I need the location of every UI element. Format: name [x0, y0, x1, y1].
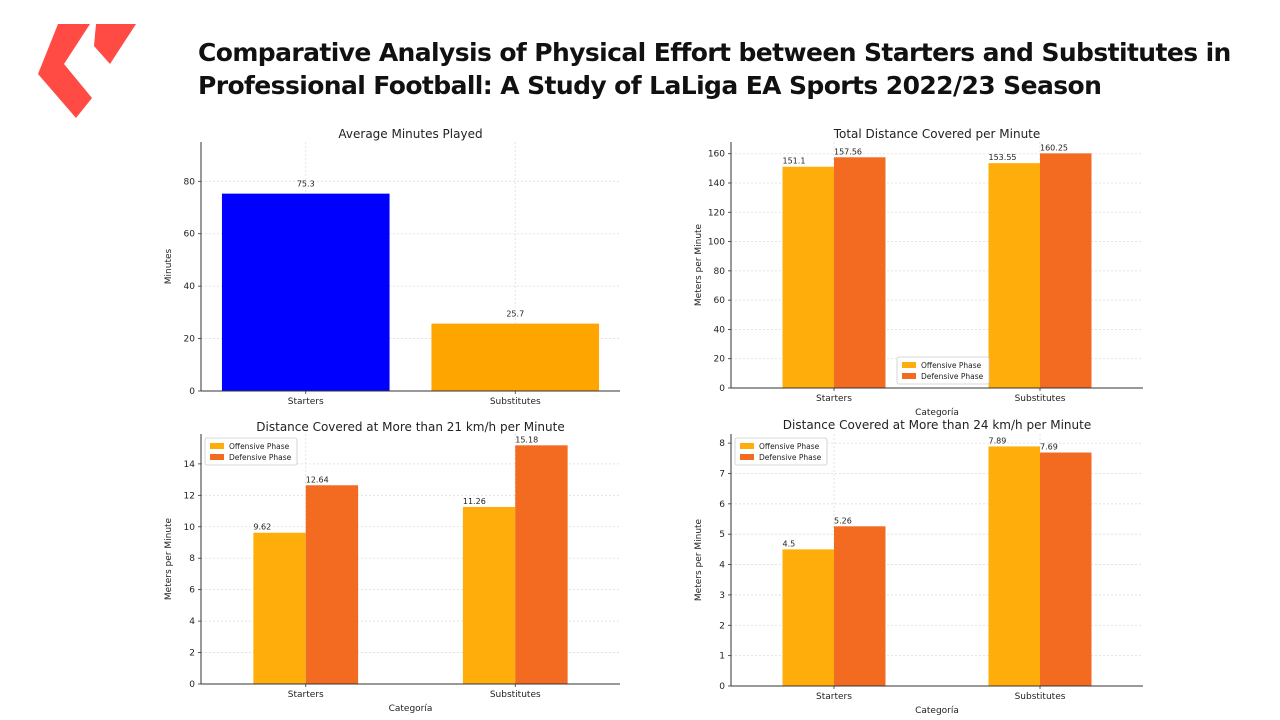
y-tick-label: 60 [184, 230, 196, 240]
data-label: 7.69 [1040, 443, 1058, 452]
data-label: 160.25 [1040, 143, 1068, 152]
legend-label: Offensive Phase [759, 442, 820, 451]
x-tick-label: Starters [288, 397, 324, 407]
chart-title: Total Distance Covered per Minute [833, 127, 1041, 141]
y-tick-label: 80 [714, 267, 726, 277]
legend-box [204, 437, 298, 466]
bar [988, 163, 1040, 388]
bar [253, 532, 306, 684]
y-axis-label: Meters per Minute [164, 517, 174, 600]
y-tick-label: 2 [719, 621, 725, 631]
y-tick-label: 80 [184, 177, 196, 187]
x-tick-label: Starters [288, 690, 324, 700]
legend-label: Defensive Phase [759, 453, 822, 462]
chart-distance-24kmh-per-minute: Distance Covered at More than 24 km/h pe… [694, 418, 1143, 716]
bar [988, 446, 1040, 686]
y-tick-label: 6 [189, 586, 195, 596]
data-label: 9.62 [253, 523, 271, 532]
y-tick-label: 40 [714, 325, 726, 335]
data-label: 25.7 [506, 310, 524, 319]
page-title: Comparative Analysis of Physical Effort … [198, 38, 1231, 100]
x-tick-label: Starters [816, 692, 852, 702]
x-tick-label: Substitutes [490, 690, 541, 700]
data-label: 15.18 [515, 435, 538, 444]
y-tick-label: 60 [714, 296, 726, 306]
legend-label: Offensive Phase [229, 442, 290, 451]
y-tick-label: 4 [189, 617, 195, 627]
bar [834, 157, 886, 388]
data-label: 153.55 [989, 153, 1017, 162]
data-label: 12.64 [306, 475, 329, 484]
laliga-logo-icon [38, 24, 136, 118]
y-tick-label: 100 [708, 238, 725, 248]
x-axis-label: Categoría [389, 704, 433, 714]
bar [515, 445, 568, 684]
chart-title: Average Minutes Played [338, 127, 482, 141]
legend-swatch [902, 373, 916, 379]
y-tick-label: 0 [719, 682, 725, 692]
legend-label: Defensive Phase [229, 453, 292, 462]
bar [782, 166, 834, 388]
x-tick-label: Substitutes [1015, 692, 1066, 702]
y-tick-label: 0 [189, 387, 195, 397]
legend-swatch [210, 443, 224, 449]
y-tick-label: 8 [719, 439, 725, 449]
y-tick-label: 8 [189, 554, 195, 564]
legend-swatch [210, 454, 224, 460]
y-tick-label: 14 [184, 460, 196, 470]
chart-distance-21kmh-per-minute: Distance Covered at More than 21 km/h pe… [164, 420, 620, 714]
y-tick-label: 1 [719, 652, 725, 662]
bar [1040, 153, 1092, 388]
data-label: 157.56 [834, 147, 862, 156]
x-axis-label: Categoría [915, 706, 959, 716]
y-axis-label: Meters per Minute [694, 223, 704, 306]
y-tick-label: 10 [184, 523, 196, 533]
chart-total-distance-per-minute: Total Distance Covered per Minute 151.1 15… [694, 127, 1143, 418]
bar [834, 526, 886, 686]
y-tick-label: 5 [719, 530, 725, 540]
bar [221, 193, 390, 391]
y-tick-label: 160 [708, 150, 725, 160]
y-tick-label: 20 [714, 355, 726, 365]
chart-average-minutes-played: Average Minutes Played 75.3 25.7 0 20 40 60 80 S… [164, 127, 620, 407]
y-tick-label: 3 [719, 591, 725, 601]
data-label: 4.5 [783, 539, 796, 548]
bar [431, 323, 600, 391]
y-tick-label: 4 [719, 561, 725, 571]
legend-label: Offensive Phase [921, 361, 982, 370]
chart-title: Distance Covered at More than 24 km/h pe… [783, 418, 1091, 432]
x-axis-label: Categoría [915, 408, 959, 418]
y-tick-label: 12 [184, 491, 195, 501]
data-label: 5.26 [834, 516, 852, 525]
legend-box [734, 437, 828, 466]
bar [782, 549, 834, 686]
y-tick-label: 2 [189, 649, 195, 659]
bar [1040, 452, 1092, 686]
y-axis-label: Minutes [164, 248, 174, 284]
y-axis-label: Meters per Minute [694, 518, 704, 601]
chart-title: Distance Covered at More than 21 km/h pe… [256, 420, 564, 434]
x-tick-label: Starters [816, 394, 852, 404]
legend-swatch [740, 454, 754, 460]
data-label: 75.3 [297, 180, 315, 189]
y-tick-label: 0 [189, 680, 195, 690]
y-tick-label: 120 [708, 208, 725, 218]
y-tick-label: 140 [708, 179, 725, 189]
x-tick-label: Substitutes [490, 397, 541, 407]
data-label: 11.26 [463, 497, 486, 506]
legend-swatch [902, 362, 916, 368]
legend-label: Defensive Phase [921, 372, 984, 381]
bar [462, 506, 516, 684]
y-tick-label: 0 [719, 384, 725, 394]
x-tick-label: Substitutes [1015, 394, 1066, 404]
y-tick-label: 20 [184, 335, 196, 345]
bar [305, 485, 359, 684]
y-tick-label: 40 [184, 282, 196, 292]
legend-swatch [740, 443, 754, 449]
data-label: 151.1 [783, 157, 806, 166]
data-label: 7.89 [989, 436, 1007, 445]
y-tick-label: 7 [719, 469, 725, 479]
y-tick-label: 6 [719, 500, 725, 510]
legend-box [896, 356, 990, 385]
